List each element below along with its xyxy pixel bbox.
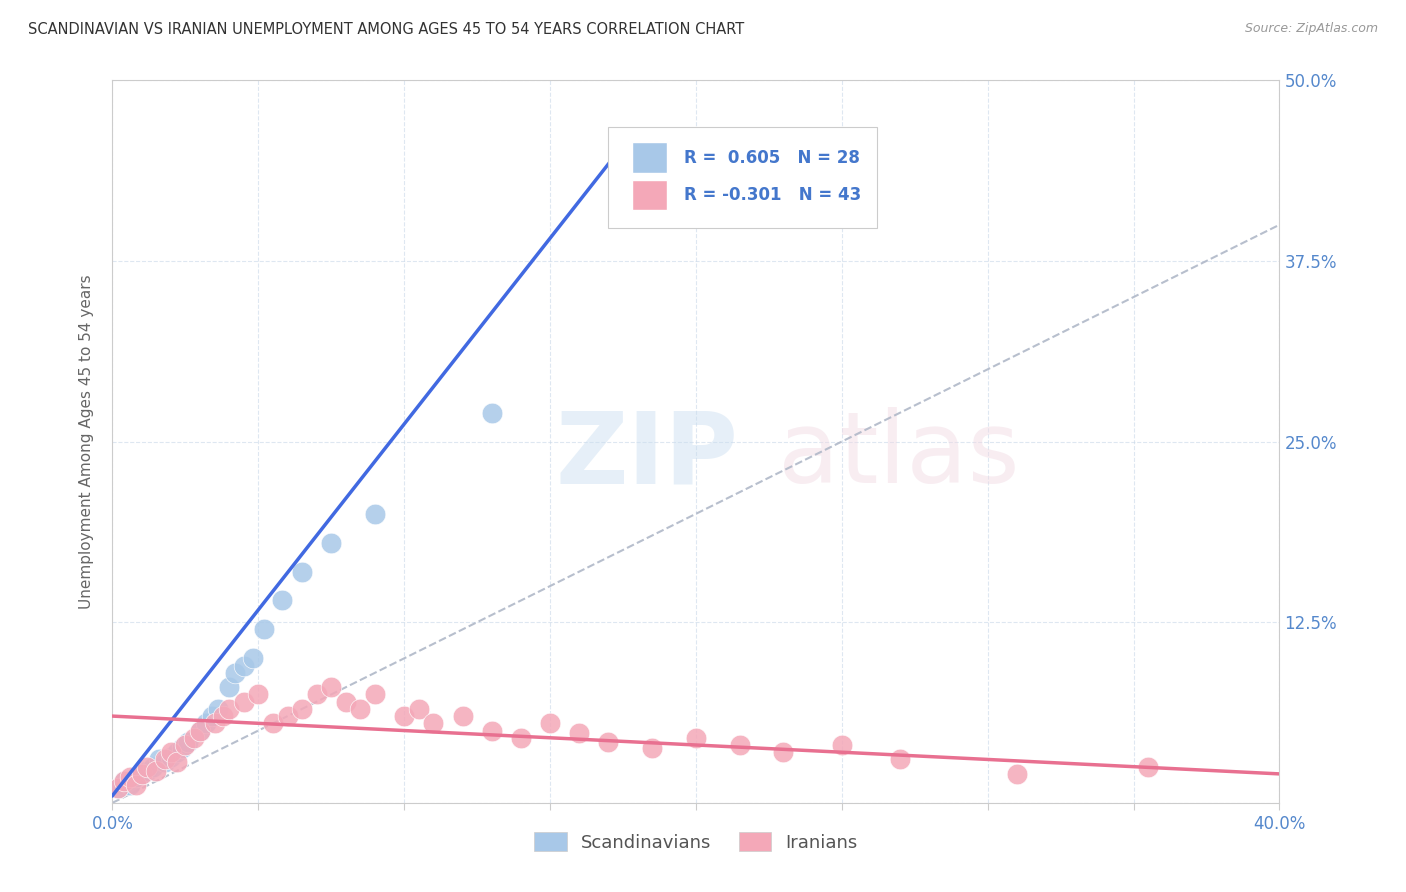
Point: [112, 774, 135, 789]
Point: [107, 781, 129, 796]
Point: [177, 735, 200, 749]
Point: [204, 716, 226, 731]
Point: [212, 709, 235, 723]
Point: [125, 779, 148, 793]
Point: [451, 709, 474, 723]
FancyBboxPatch shape: [631, 143, 666, 173]
Point: [394, 709, 416, 723]
Point: [218, 702, 240, 716]
Legend: Scandinavians, Iranians: Scandinavians, Iranians: [527, 825, 865, 859]
Point: [1005, 767, 1028, 781]
Point: [136, 764, 159, 778]
Text: R =  0.605   N = 28: R = 0.605 N = 28: [685, 149, 860, 167]
Point: [270, 593, 292, 607]
Text: Source: ZipAtlas.com: Source: ZipAtlas.com: [1244, 22, 1378, 36]
Point: [641, 740, 664, 755]
Point: [166, 756, 188, 770]
Text: atlas: atlas: [778, 408, 1019, 505]
Point: [364, 507, 387, 521]
Point: [349, 702, 371, 716]
Point: [321, 535, 343, 549]
Point: [772, 745, 794, 759]
Point: [153, 752, 176, 766]
Point: [174, 738, 197, 752]
Point: [142, 760, 165, 774]
Point: [207, 702, 229, 716]
Point: [153, 756, 176, 770]
Point: [253, 623, 276, 637]
Point: [131, 767, 153, 781]
Point: [218, 680, 240, 694]
Point: [408, 702, 430, 716]
Point: [335, 695, 357, 709]
Text: SCANDINAVIAN VS IRANIAN UNEMPLOYMENT AMONG AGES 45 TO 54 YEARS CORRELATION CHART: SCANDINAVIAN VS IRANIAN UNEMPLOYMENT AMO…: [28, 22, 744, 37]
Point: [481, 406, 503, 420]
Point: [422, 716, 444, 731]
Point: [538, 716, 561, 731]
Point: [232, 658, 254, 673]
Point: [232, 695, 254, 709]
Point: [685, 731, 707, 745]
Point: [118, 779, 141, 793]
Point: [131, 767, 153, 781]
Point: [125, 770, 148, 784]
Point: [160, 745, 183, 759]
Point: [321, 680, 343, 694]
Point: [160, 749, 183, 764]
Point: [364, 687, 387, 701]
Point: [481, 723, 503, 738]
Point: [831, 738, 853, 752]
Point: [728, 738, 751, 752]
Point: [148, 752, 170, 766]
Point: [276, 709, 298, 723]
Point: [112, 774, 135, 789]
Point: [166, 745, 188, 759]
Text: R = -0.301   N = 43: R = -0.301 N = 43: [685, 186, 862, 204]
Point: [262, 716, 284, 731]
Point: [107, 781, 129, 796]
Point: [598, 735, 620, 749]
Point: [188, 723, 211, 738]
Point: [201, 709, 224, 723]
Point: [172, 740, 194, 755]
Point: [136, 760, 159, 774]
Point: [183, 731, 205, 745]
Point: [889, 752, 911, 766]
Point: [568, 726, 591, 740]
Point: [118, 770, 141, 784]
Point: [305, 687, 328, 701]
Point: [291, 565, 314, 579]
Point: [247, 687, 270, 701]
Text: ZIP: ZIP: [555, 408, 738, 505]
Point: [194, 716, 217, 731]
Point: [242, 651, 264, 665]
FancyBboxPatch shape: [609, 128, 877, 228]
Point: [145, 764, 167, 778]
FancyBboxPatch shape: [631, 180, 666, 211]
Point: [612, 145, 634, 160]
Point: [1137, 760, 1160, 774]
Point: [509, 731, 531, 745]
Point: [224, 665, 246, 680]
Y-axis label: Unemployment Among Ages 45 to 54 years: Unemployment Among Ages 45 to 54 years: [79, 274, 94, 609]
Point: [291, 702, 314, 716]
Point: [188, 723, 211, 738]
